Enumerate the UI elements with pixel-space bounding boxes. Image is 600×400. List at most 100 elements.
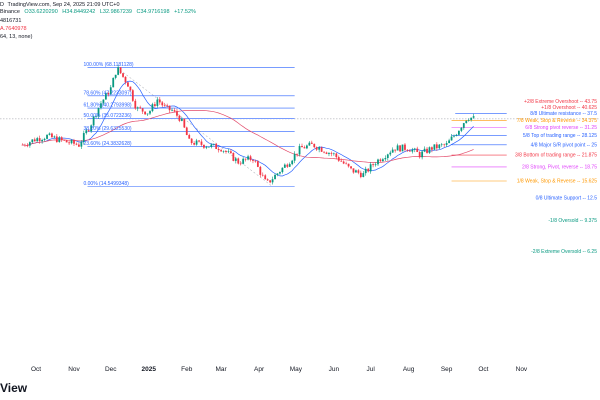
candle-body	[78, 144, 80, 147]
candle-body	[136, 107, 139, 109]
ohlc-low: L32.9867239	[99, 9, 132, 15]
candle-body	[183, 118, 186, 128]
candle-body	[394, 149, 397, 151]
x-axis-label: Oct	[31, 366, 41, 373]
candle-body	[24, 144, 26, 146]
candle-body	[87, 130, 90, 132]
candle-body	[318, 147, 321, 150]
candle-body	[359, 172, 362, 178]
murrey-level-label: 0/8 Ultimate Support -- 12.5	[536, 196, 598, 202]
murrey-level-label: 2/8 Strong, Pivot, reverse -- 18.75	[522, 164, 597, 170]
candle-body	[222, 151, 225, 152]
candle-body	[352, 168, 355, 173]
candle-body	[252, 160, 254, 161]
candle-body	[396, 145, 399, 151]
x-axis-label: Apr	[254, 366, 265, 373]
candle-body	[423, 148, 426, 152]
x-axis-label: Feb	[181, 366, 193, 373]
candle-body	[178, 115, 181, 121]
murrey-level-label: 7/8 Weak, Stop & Reverse -- 34.375	[517, 118, 597, 124]
candle-body	[112, 77, 115, 88]
candle-body	[418, 152, 421, 158]
candle-body	[269, 180, 272, 183]
candle-body	[102, 99, 105, 104]
candle-body	[114, 74, 117, 78]
candle-body	[38, 138, 41, 142]
candle-body	[205, 146, 208, 148]
x-axis-label: Jun	[329, 366, 340, 373]
candle-body	[141, 108, 144, 112]
candle-body	[386, 154, 389, 159]
candle-body	[237, 158, 240, 164]
candle-body	[144, 111, 146, 115]
candle-body	[36, 138, 39, 142]
candle-body	[207, 146, 210, 148]
candle-body	[264, 175, 267, 180]
candle-body	[421, 151, 424, 158]
ohlc-change-pct: +17.52%	[174, 9, 196, 15]
candle-body	[127, 82, 129, 87]
candle-body	[210, 144, 213, 147]
murrey-level-label: 1/8 Weak, Stop & Reverse -- 15.625	[517, 179, 597, 185]
candle-body	[220, 150, 222, 152]
candle-body	[242, 158, 245, 164]
x-axis-label: 2025	[142, 366, 157, 373]
candle-body	[90, 125, 93, 132]
candle-body	[453, 135, 455, 137]
time-axis: Oct Nov Dec 2025 Feb Mar Apr May Jun Jul Aug Sep Oct…	[31, 366, 528, 373]
fib-level-label: 23.60% (24.3832628)	[83, 141, 131, 147]
candle-body	[21, 144, 24, 146]
candle-body	[28, 142, 31, 146]
candle-body	[134, 100, 137, 109]
candle-body	[377, 159, 379, 165]
candle-body	[190, 138, 193, 144]
ohlc-high: H34.8449242	[62, 9, 96, 15]
candle-body	[320, 147, 323, 152]
x-axis-label: Aug	[403, 366, 415, 373]
fib-level-label: 100.00% (68.1181128)	[83, 62, 133, 68]
candle-body	[448, 140, 450, 144]
candle-body	[372, 164, 374, 166]
candle-body	[97, 107, 100, 117]
candle-body	[458, 130, 460, 135]
candle-body	[119, 67, 122, 74]
candle-body	[51, 133, 53, 138]
candle-body	[43, 138, 46, 140]
header-ohlc-line: Binance O33.6220290 H34.8449242 L32.9867…	[0, 9, 199, 15]
candle-body	[325, 152, 328, 154]
x-axis-label: Oct	[478, 366, 488, 373]
candle-body	[73, 140, 75, 144]
candle-body	[347, 163, 350, 167]
candle-body	[185, 127, 188, 136]
candle-body	[323, 151, 325, 153]
murrey-level-label: 3/8 Bottom of trading range -- 21.875	[515, 153, 597, 159]
fib-level-label: 78.60% (47.2233097)	[83, 90, 131, 96]
murrey-level-label: +2/8 Extreme Overshoot -- 43.75	[524, 99, 597, 105]
candle-body	[173, 110, 176, 112]
candle-body	[467, 119, 470, 121]
candle-body	[239, 163, 242, 165]
candle-body	[406, 149, 409, 151]
fib-level-label: 0.00% (14.5499348)	[83, 181, 129, 187]
candle-body	[266, 179, 269, 181]
candle-body	[426, 148, 428, 153]
candle-body	[68, 142, 70, 144]
candle-body	[158, 99, 161, 103]
header-publisher-line: D TradingView.com, Sep 24, 2025 21:09 UT…	[0, 2, 120, 8]
candle-body	[404, 144, 406, 150]
candle-body	[75, 143, 78, 145]
candle-body	[146, 113, 149, 115]
ma-red-line	[22, 109, 474, 163]
candle-body	[215, 143, 218, 149]
fib-level-label: 50.00% (35.0723236)	[83, 113, 131, 119]
candle-body	[470, 117, 473, 120]
candle-body	[104, 93, 107, 100]
candle-body	[151, 104, 154, 112]
candle-body	[428, 147, 431, 153]
murrey-level-label: -1/8 Oversold -- 9.375	[548, 218, 597, 224]
candle-body	[63, 139, 66, 141]
candle-body	[41, 139, 44, 142]
candles-layer	[21, 65, 475, 185]
candle-body	[227, 151, 230, 153]
